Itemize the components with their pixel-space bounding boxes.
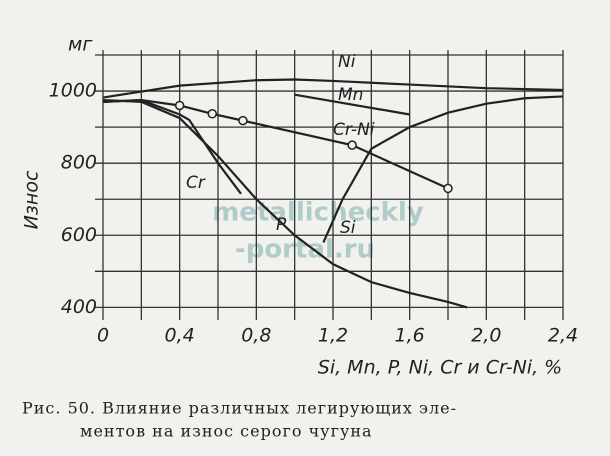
x-tick-label: 1,6 <box>395 325 425 347</box>
series-line <box>294 93 410 116</box>
series-label: Ni <box>338 52 356 72</box>
series-label: P <box>276 215 287 235</box>
series-line <box>102 98 449 190</box>
series-label: Cr <box>186 173 206 193</box>
x-label: Si, Mn, P, Ni, Cr и Cr-Ni, % <box>318 357 562 379</box>
series-line <box>102 98 242 195</box>
point-marker <box>207 109 217 119</box>
y-tick-label: 800 <box>61 152 97 174</box>
x-tick-label: 2,4 <box>548 325 578 347</box>
series-label: Mn <box>338 85 363 105</box>
watermark: -portal.ru <box>235 235 375 265</box>
caption: ментов на износ серого чугуна <box>80 422 373 441</box>
y-tick-label: 400 <box>61 296 97 318</box>
series-line <box>102 98 468 309</box>
point-marker <box>347 140 357 150</box>
series-line <box>102 78 564 99</box>
y-tick-label: 600 <box>61 224 97 246</box>
point-marker <box>443 183 453 194</box>
point-marker <box>174 100 185 111</box>
y-tick-label: 1000 <box>49 80 97 102</box>
x-tick-label: 0,4 <box>165 325 195 347</box>
series-line <box>322 95 564 243</box>
x-tick-label: 0 <box>97 325 109 347</box>
series-label: Cr-Ni <box>333 120 375 140</box>
x-tick-label: 2,0 <box>471 325 501 347</box>
point-marker <box>238 115 248 126</box>
x-tick-label: 0,8 <box>241 325 271 347</box>
y-unit: мг <box>68 34 93 56</box>
watermark: metallicheckly <box>212 198 424 228</box>
y-label: Износ <box>21 170 43 229</box>
caption: Рис. 50. Влияние различных легирующих эл… <box>22 399 457 418</box>
x-tick-label: 1,2 <box>318 325 348 347</box>
series-label: Si <box>340 218 356 238</box>
